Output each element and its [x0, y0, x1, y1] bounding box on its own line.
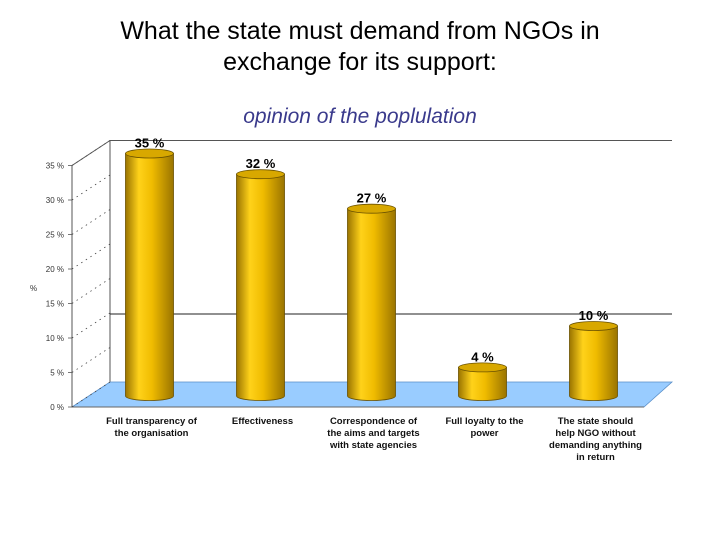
category-label: Full loyalty to the power [445, 416, 523, 439]
y-tick-label: 10 % [46, 334, 64, 343]
data-label: 32 % [246, 156, 276, 171]
y-tick-label: 20 % [46, 265, 64, 274]
y-tick-label: 5 % [50, 369, 64, 378]
data-label: 10 % [579, 308, 609, 323]
y-axis-label: % [30, 284, 37, 293]
category-label-line: help NGO without [555, 428, 636, 439]
bar-body [458, 367, 507, 401]
category-label-line: Effectiveness [232, 416, 293, 427]
category-label-line: Correspondence of [330, 416, 418, 427]
category-label: Effectiveness [232, 416, 293, 427]
side-wall [71, 140, 111, 407]
chart-title-line-1: What the state must demand from NGOs in [120, 17, 600, 45]
y-tick-label: 35 % [46, 162, 64, 171]
y-tick-label: 30 % [46, 196, 64, 205]
bar [347, 203, 396, 401]
bar [458, 362, 507, 401]
category-label: Full transparency of the organisation [106, 416, 198, 439]
category-label-line: demanding anything [549, 440, 642, 451]
y-depth-gridline [71, 381, 111, 408]
bar-body [236, 173, 285, 401]
y-tick-label: 25 % [46, 231, 64, 240]
category-label-line: in return [576, 452, 615, 463]
chart-subtitle: opinion of the poplulation [243, 105, 477, 128]
bar-body [569, 325, 618, 401]
category-label-line: with state agencies [329, 440, 417, 451]
data-label: 27 % [357, 191, 387, 206]
category-label: Correspondence of the aims and targets wit… [327, 416, 419, 451]
bar-body [125, 153, 174, 401]
chart-title-line-2: exchange for its support: [223, 48, 497, 76]
category-label-line: the aims and targets [327, 428, 419, 439]
bar-top [347, 203, 396, 214]
chart-title: What the state must demand from NGOs in … [40, 16, 680, 78]
bar-top [236, 169, 285, 180]
category-label-line: Full loyalty to the [445, 416, 523, 427]
y-depth-gridline [71, 209, 111, 235]
category-label-line: The state should [558, 416, 634, 427]
category-label: The state should help NGO without demandin… [549, 416, 642, 463]
bar [236, 169, 285, 401]
y-depth-gridline [71, 278, 111, 304]
y-depth-gridline [71, 174, 111, 201]
category-label-line: Full transparency of [106, 416, 198, 427]
bar [569, 321, 618, 401]
category-label-line: power [471, 428, 499, 439]
bar [125, 148, 174, 401]
y-tick-label: 15 % [46, 300, 64, 309]
y-depth-gridline [71, 347, 111, 373]
bar-top [569, 321, 618, 331]
category-label-line: the organisation [115, 428, 189, 439]
data-label: 35 % [135, 136, 165, 151]
data-label: 4 % [471, 349, 494, 364]
bar-body [347, 208, 396, 401]
bar-top [458, 362, 507, 373]
bar-top [125, 148, 174, 159]
y-depth-gridline [71, 243, 111, 270]
y-tick-label: 0 % [50, 403, 64, 412]
y-depth-gridline [71, 140, 111, 166]
y-depth-gridline [71, 312, 111, 339]
